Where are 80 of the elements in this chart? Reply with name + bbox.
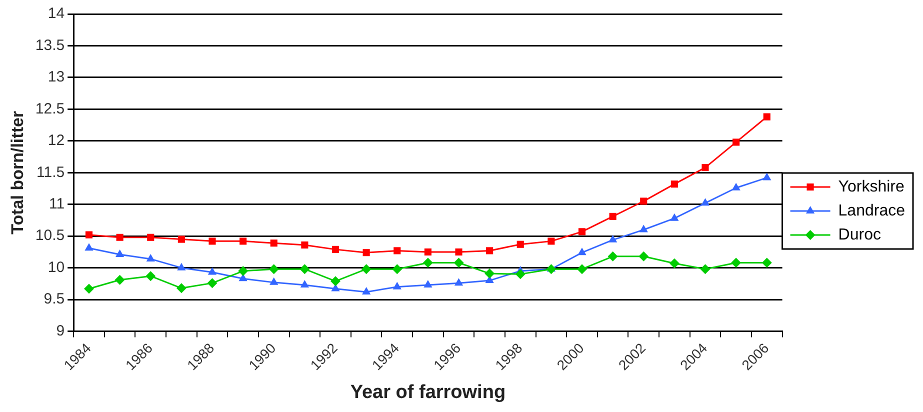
point bbox=[362, 286, 371, 294]
point bbox=[548, 238, 555, 245]
point bbox=[392, 264, 402, 274]
point bbox=[578, 248, 586, 256]
point bbox=[115, 250, 124, 258]
point bbox=[84, 243, 94, 251]
point bbox=[731, 258, 742, 268]
point bbox=[639, 224, 648, 232]
y-tick-label: 11.5 bbox=[36, 164, 65, 181]
point bbox=[394, 247, 401, 254]
point bbox=[762, 258, 772, 268]
point bbox=[516, 240, 524, 248]
point bbox=[146, 254, 155, 262]
y-tick-label: 13.5 bbox=[35, 36, 65, 54]
point bbox=[208, 267, 217, 275]
point bbox=[702, 164, 709, 172]
point bbox=[177, 262, 186, 270]
point bbox=[147, 234, 154, 241]
point bbox=[362, 249, 370, 256]
point bbox=[392, 282, 402, 290]
point bbox=[454, 258, 464, 268]
y-tick-label: 10.5 bbox=[35, 227, 65, 244]
point bbox=[578, 228, 586, 236]
y-tick-label: 11 bbox=[49, 196, 65, 213]
point bbox=[116, 234, 124, 241]
point bbox=[700, 198, 710, 206]
point bbox=[422, 258, 433, 268]
y-axis-title: Total born/litter bbox=[8, 110, 27, 234]
point bbox=[208, 238, 216, 245]
point bbox=[361, 264, 372, 274]
y-tick-label: 10 bbox=[48, 258, 65, 276]
legend-label: Yorkshire bbox=[838, 178, 904, 196]
point bbox=[486, 247, 494, 254]
point bbox=[669, 258, 680, 268]
point bbox=[608, 234, 618, 242]
point bbox=[577, 264, 587, 274]
point bbox=[270, 240, 278, 247]
point bbox=[700, 264, 710, 274]
y-tick-label: 12 bbox=[48, 132, 65, 150]
point bbox=[609, 212, 616, 220]
point bbox=[455, 248, 462, 256]
y-tick-label: 9 bbox=[56, 322, 65, 340]
point bbox=[176, 283, 186, 294]
y-tick-label: 13 bbox=[48, 68, 65, 86]
point bbox=[207, 278, 218, 288]
point bbox=[732, 182, 740, 190]
point bbox=[300, 280, 310, 288]
point bbox=[85, 231, 93, 238]
point bbox=[301, 241, 308, 249]
point bbox=[332, 246, 340, 253]
point bbox=[270, 277, 278, 285]
point bbox=[454, 278, 464, 286]
point bbox=[178, 236, 185, 243]
point bbox=[330, 276, 340, 286]
y-tick-label: 9.5 bbox=[44, 290, 65, 308]
point bbox=[732, 138, 740, 146]
point bbox=[424, 280, 432, 288]
point bbox=[640, 198, 648, 205]
x-axis-title: Year of farrowing bbox=[350, 382, 506, 403]
point bbox=[762, 172, 772, 180]
point bbox=[146, 271, 156, 282]
legend-label: Landrace bbox=[838, 202, 906, 220]
point bbox=[670, 213, 679, 221]
y-tick-label: 12.5 bbox=[35, 100, 65, 118]
point bbox=[763, 113, 770, 120]
point bbox=[638, 251, 649, 262]
point bbox=[546, 264, 556, 274]
legend-label: Duroc bbox=[838, 226, 881, 244]
point bbox=[484, 268, 495, 279]
point bbox=[300, 264, 310, 274]
point bbox=[238, 266, 248, 276]
point bbox=[84, 284, 94, 294]
point bbox=[114, 274, 125, 285]
point bbox=[268, 264, 279, 274]
point bbox=[608, 251, 618, 262]
point bbox=[424, 248, 432, 256]
point bbox=[515, 269, 526, 280]
point bbox=[240, 238, 247, 245]
y-tick-label: 14 bbox=[48, 5, 65, 22]
point bbox=[670, 180, 678, 188]
